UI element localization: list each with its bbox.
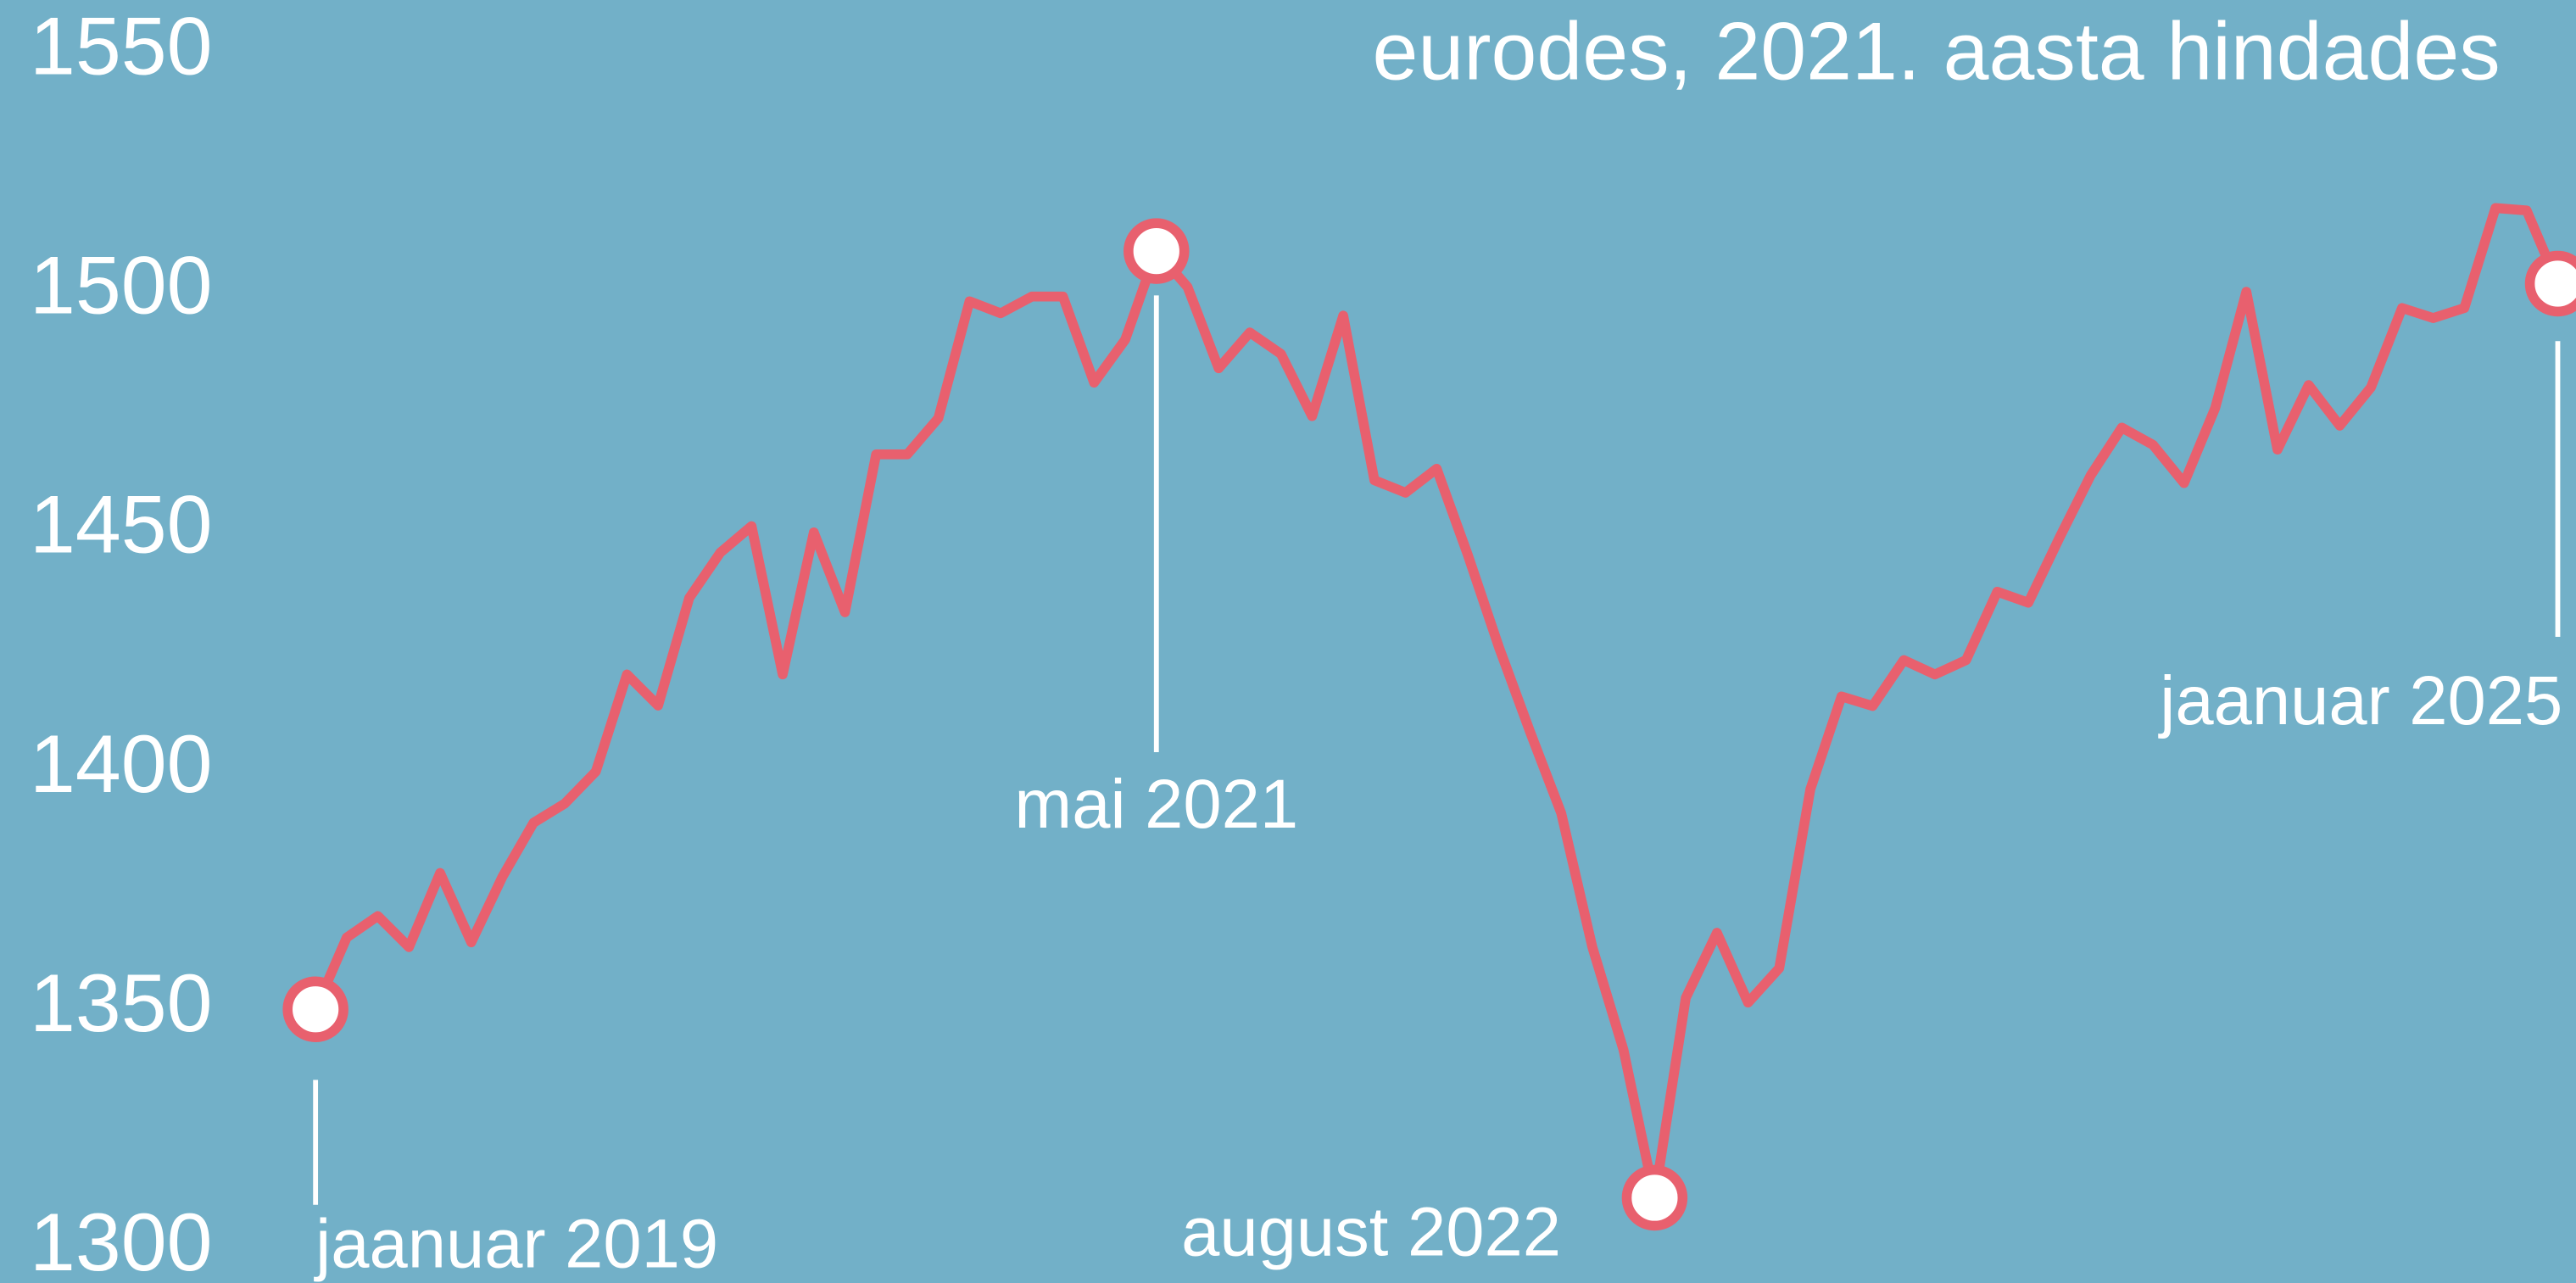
y-tick-label: 1450 xyxy=(30,478,212,571)
y-tick-label: 1350 xyxy=(30,957,212,1049)
marker xyxy=(2524,250,2576,317)
chart-title: eurodes, 2021. aasta hindades xyxy=(1373,4,2501,97)
marker xyxy=(1621,1164,1688,1231)
y-tick-label: 1400 xyxy=(30,717,212,810)
annotation-label: august 2022 xyxy=(1181,1193,1561,1270)
annotation-label: mai 2021 xyxy=(1014,766,1298,843)
annotation-label: jaanuar 2019 xyxy=(314,1206,718,1283)
line xyxy=(310,203,2563,1203)
y-tick-label: 1500 xyxy=(30,239,212,332)
annotation-label: jaanuar 2025 xyxy=(2158,662,2562,739)
marker xyxy=(1124,218,1190,284)
marker xyxy=(282,976,348,1042)
y-tick-label: 1550 xyxy=(30,0,212,92)
y-tick-label: 1300 xyxy=(30,1196,212,1283)
